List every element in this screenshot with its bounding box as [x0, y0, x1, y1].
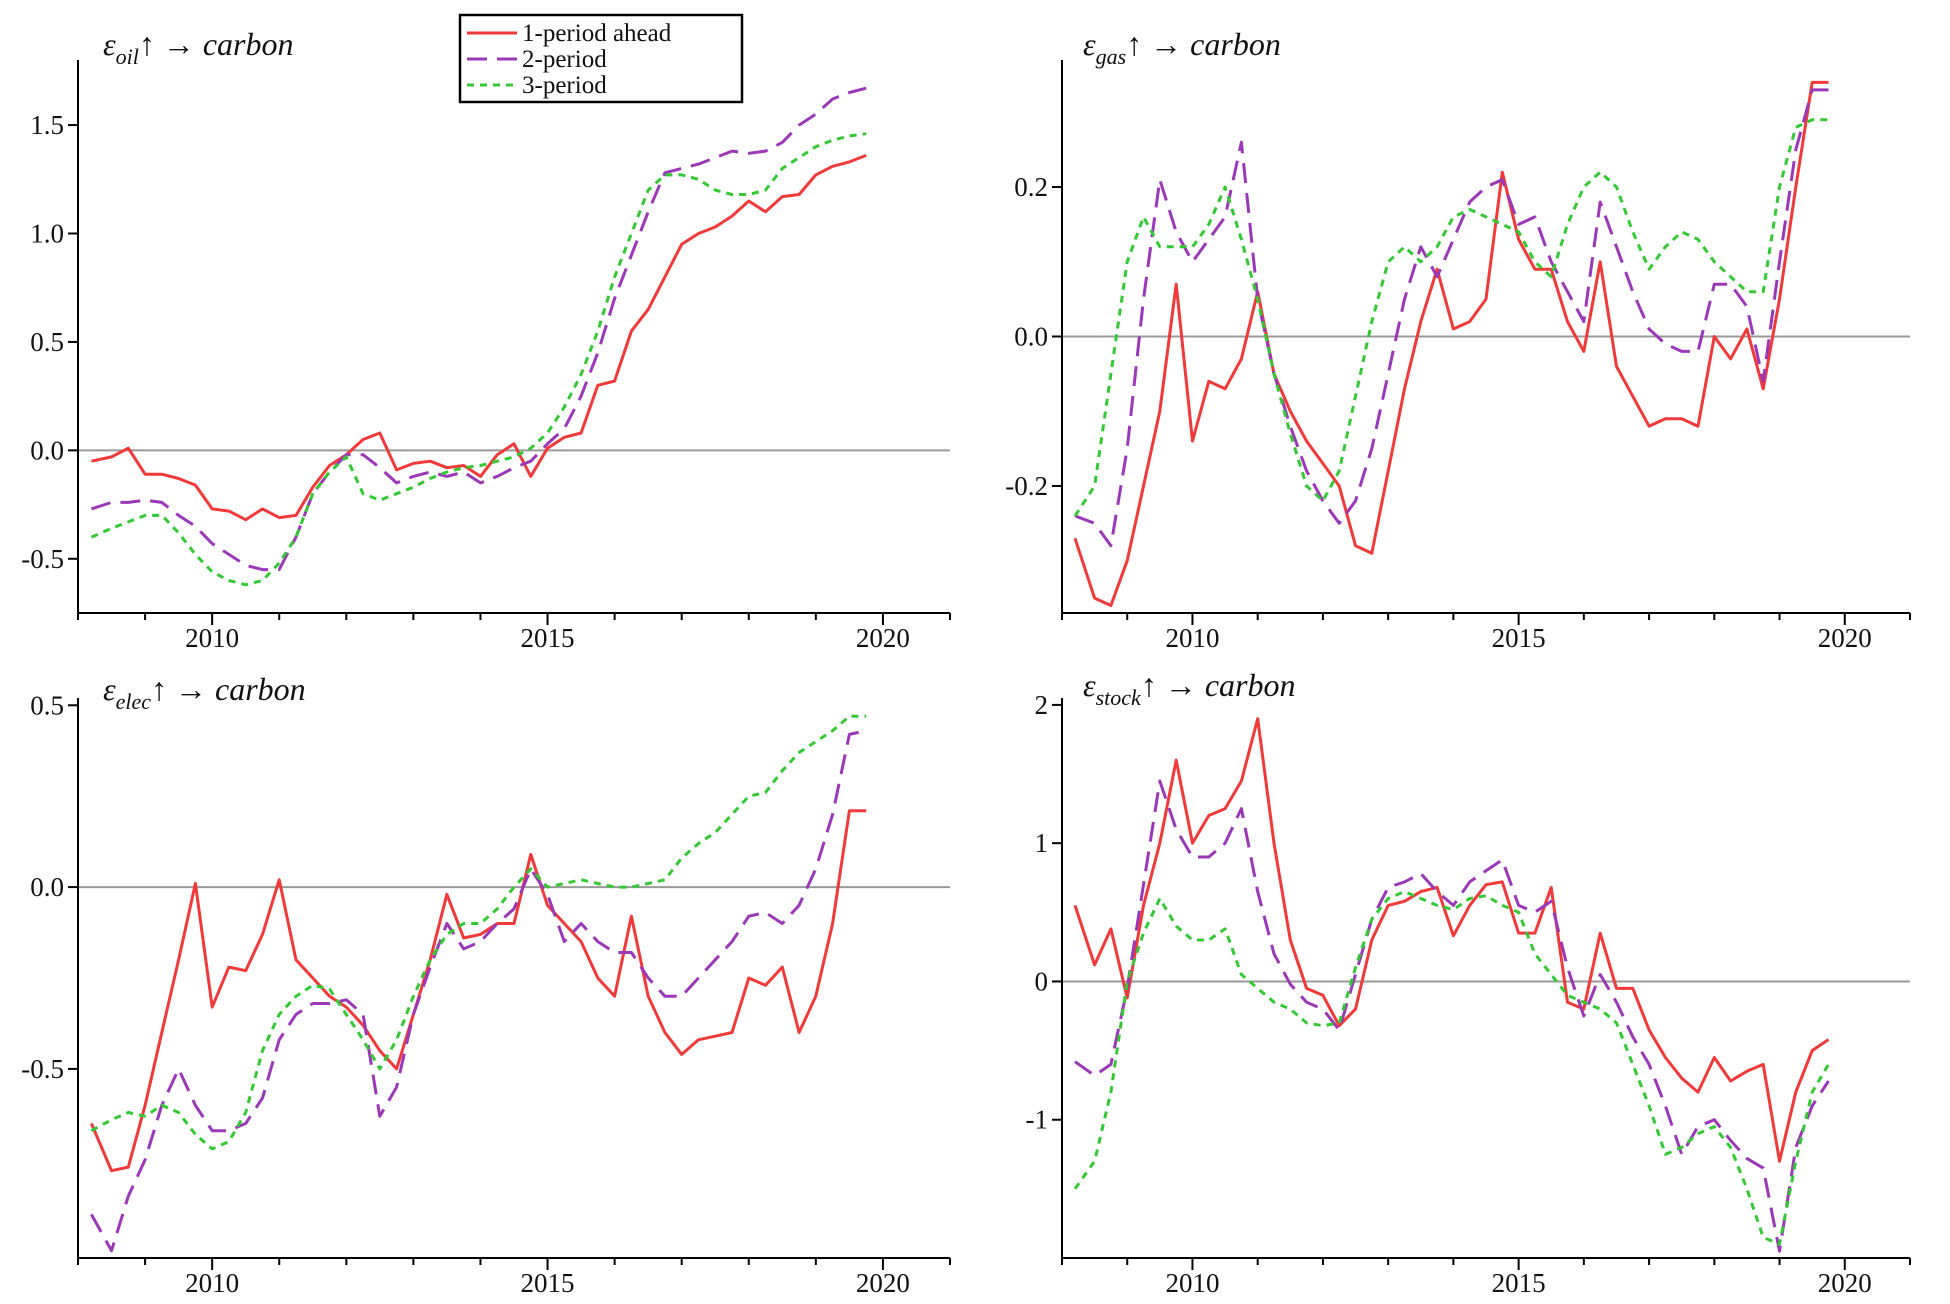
- oil-y-tick-label-3: 1.0: [30, 218, 64, 248]
- oil-panel-title: εoil↑ → carbon: [103, 26, 294, 69]
- panel-stock-carbon: 2010 2015 2020 -1 0 1 2 εstock↑ → carbon: [1026, 667, 1911, 1298]
- oil-x-tick-label-2010: 2010: [185, 623, 239, 653]
- legend: 1-period ahead 2-period 3-period: [458, 13, 744, 104]
- oil-y-tick-label-1: 0.0: [30, 435, 64, 465]
- gas-x-tick-label-2010: 2010: [1165, 623, 1219, 653]
- elec-y-tick-label-2: 0.5: [30, 690, 64, 720]
- oil-y-tick-label-0: -0.5: [21, 544, 64, 574]
- stock-x-tick-label-2010: 2010: [1165, 1268, 1219, 1298]
- elec-series-1-period-line: [90, 809, 867, 1173]
- oil-series-2-period-line: [90, 86, 867, 572]
- elec-x-tick-label-2010: 2010: [185, 1268, 239, 1298]
- gas-series-1-period-line: [1073, 80, 1829, 607]
- gas-y-tick-label-2: 0.2: [1014, 172, 1048, 202]
- elec-panel-title: εelec↑ → carbon: [103, 671, 306, 714]
- panel-oil-carbon: 2010 2015 2020 -0.5 0.0 0.5 1.0 1.5 εoil↑ → carb…: [21, 26, 951, 653]
- elec-series-3-period-line: [90, 714, 867, 1151]
- oil-y-tick-label-2: 0.5: [30, 327, 64, 357]
- stock-y-tick-label-2: 1: [1035, 828, 1049, 858]
- elec-x-tick-label-2015: 2015: [521, 1268, 575, 1298]
- stock-y-tick-label-3: 2: [1035, 690, 1049, 720]
- stock-panel-title: εstock↑ → carbon: [1083, 667, 1295, 710]
- gas-series-3-period-line: [1073, 118, 1829, 517]
- oil-series-3-period-line: [90, 132, 867, 587]
- gas-series-2-period-line: [1074, 88, 1829, 548]
- elec-x-tick-label-2020: 2020: [856, 1268, 910, 1298]
- legend-label-2-period: 2-period: [522, 46, 607, 73]
- elec-series-2-period-line: [90, 729, 867, 1253]
- stock-y-tick-label-0: -1: [1026, 1105, 1049, 1135]
- oil-y-tick-label-4: 1.5: [30, 110, 64, 140]
- stock-x-tick-label-2020: 2020: [1818, 1268, 1872, 1298]
- legend-label-1-period: 1-period ahead: [522, 20, 672, 47]
- stock-series-2-period-line: [1074, 779, 1830, 1253]
- gas-y-tick-label-1: 0.0: [1014, 322, 1048, 352]
- stock-y-tick-label-1: 0: [1035, 966, 1049, 996]
- stock-x-tick-label-2015: 2015: [1492, 1268, 1546, 1298]
- oil-x-tick-label-2015: 2015: [521, 623, 575, 653]
- gas-y-tick-label-0: -0.2: [1005, 471, 1048, 501]
- gas-panel-title: εgas↑ → carbon: [1083, 26, 1281, 69]
- oil-x-tick-label-2020: 2020: [856, 623, 910, 653]
- stock-series-3-period-line: [1073, 890, 1830, 1246]
- oil-series-1-period-line: [91, 154, 867, 522]
- elec-y-tick-label-1: 0.0: [30, 872, 64, 902]
- elec-y-tick-label-0: -0.5: [21, 1054, 64, 1084]
- gas-x-tick-label-2015: 2015: [1492, 623, 1546, 653]
- legend-label-3-period: 3-period: [522, 72, 607, 99]
- gas-x-tick-label-2020: 2020: [1818, 623, 1872, 653]
- stock-series-1-period-line: [1073, 717, 1830, 1163]
- panel-elec-carbon: 2010 2015 2020 -0.5 0.0 0.5 εelec↑ → carbon: [21, 671, 951, 1298]
- panel-gas-carbon: 2010 2015 2020 -0.2 0.0 0.2 εgas↑ → carbon: [1005, 26, 1911, 653]
